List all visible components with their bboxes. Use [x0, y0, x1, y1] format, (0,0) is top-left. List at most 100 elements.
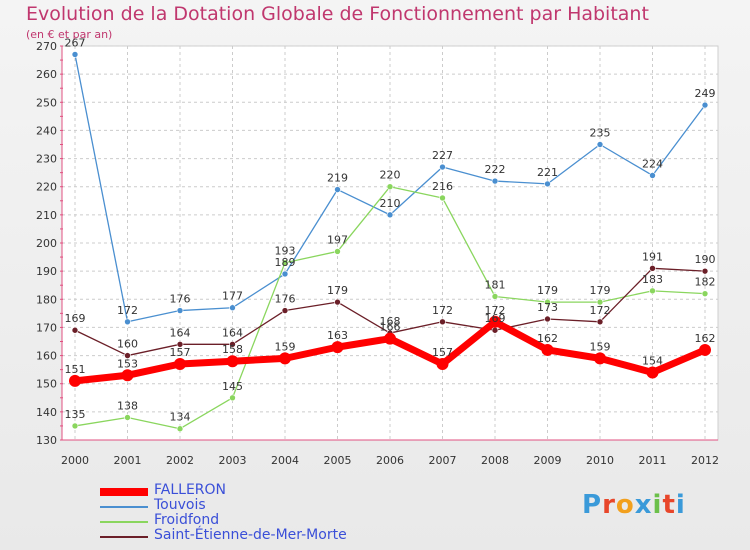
data-label: 145 — [222, 380, 243, 393]
data-label: 172 — [117, 304, 138, 317]
data-point — [439, 163, 446, 171]
legend-swatch — [100, 487, 148, 496]
data-point — [701, 267, 709, 275]
x-tick-label: 2004 — [271, 454, 299, 467]
data-label: 210 — [380, 197, 401, 210]
legend-label: Touvois — [154, 497, 206, 513]
data-point — [334, 248, 341, 255]
data-point — [124, 352, 131, 359]
data-label: 164 — [222, 326, 243, 339]
y-tick-label: 180 — [36, 293, 57, 306]
data-point — [281, 270, 289, 278]
data-point — [71, 422, 79, 430]
data-label: 153 — [117, 357, 138, 370]
data-label: 235 — [590, 127, 611, 140]
data-point — [541, 343, 554, 356]
chart-title: Evolution de la Dotation Globale de Fonc… — [26, 3, 649, 25]
data-point — [229, 304, 236, 312]
data-label: 172 — [432, 304, 453, 317]
data-label: 169 — [65, 312, 86, 325]
data-point — [491, 177, 499, 185]
data-label: 172 — [590, 304, 611, 317]
data-label: 173 — [537, 301, 558, 314]
data-point — [176, 307, 184, 314]
data-label: 190 — [695, 253, 716, 266]
data-label: 176 — [170, 293, 191, 306]
data-point — [699, 343, 711, 356]
data-point — [334, 186, 341, 193]
data-label: 224 — [642, 157, 663, 170]
data-label: 267 — [65, 36, 86, 49]
y-tick-label: 170 — [36, 321, 57, 334]
data-label: 177 — [222, 290, 243, 303]
data-point — [176, 425, 184, 433]
data-label: 169 — [485, 312, 506, 325]
data-label: 157 — [170, 346, 191, 359]
y-tick-label: 260 — [36, 68, 57, 81]
x-tick-label: 2005 — [324, 454, 352, 467]
data-point — [281, 307, 289, 314]
data-label: 216 — [432, 180, 453, 193]
data-point — [331, 341, 344, 354]
legend-label: Saint-Étienne-de-Mer-Morte — [154, 527, 347, 543]
data-label: 138 — [117, 399, 138, 412]
data-label: 158 — [222, 343, 243, 356]
data-label: 135 — [65, 408, 86, 421]
data-point — [596, 318, 604, 326]
data-point — [71, 51, 79, 58]
data-label: 172 — [485, 304, 506, 317]
data-point — [71, 326, 79, 334]
data-point — [649, 287, 656, 295]
chart-subtitle: (en € et par an) — [26, 28, 113, 41]
x-tick-label: 2000 — [61, 454, 89, 467]
data-point — [489, 315, 501, 328]
data-point — [646, 366, 659, 379]
data-label: 193 — [275, 245, 296, 258]
x-tick-label: 2008 — [481, 454, 509, 467]
legend-swatch — [100, 520, 148, 523]
data-point — [124, 318, 131, 326]
y-tick-label: 200 — [36, 237, 57, 250]
x-tick-label: 2012 — [691, 454, 719, 467]
data-label: 176 — [275, 293, 296, 306]
data-label: 166 — [380, 321, 401, 334]
x-tick-label: 2010 — [586, 454, 614, 467]
data-point — [701, 290, 709, 297]
data-label: 134 — [170, 411, 191, 424]
data-label: 179 — [590, 284, 611, 297]
data-point — [491, 293, 499, 300]
data-point — [124, 414, 131, 421]
data-point — [544, 315, 551, 323]
data-label: 220 — [380, 169, 401, 182]
data-label: 181 — [485, 278, 506, 291]
data-label: 151 — [65, 363, 86, 376]
data-label: 182 — [695, 276, 716, 289]
x-tick-label: 2003 — [219, 454, 247, 467]
data-label: 222 — [485, 163, 506, 176]
data-point — [439, 318, 446, 326]
y-tick-label: 150 — [36, 378, 57, 391]
legend-label: Froidfond — [154, 512, 220, 528]
y-tick-label: 240 — [36, 124, 57, 137]
data-label: 162 — [537, 332, 558, 345]
data-label: 154 — [642, 354, 663, 367]
y-tick-label: 230 — [36, 153, 57, 166]
data-label: 160 — [117, 338, 138, 351]
data-point — [281, 259, 289, 267]
y-tick-label: 270 — [36, 40, 57, 53]
data-point — [229, 394, 236, 402]
y-tick-label: 190 — [36, 265, 57, 278]
data-point — [544, 298, 551, 306]
data-label: 221 — [537, 166, 558, 179]
data-label: 197 — [327, 233, 348, 246]
data-point — [596, 141, 604, 148]
y-tick-label: 130 — [36, 434, 57, 447]
data-label: 179 — [327, 284, 348, 297]
data-point — [436, 358, 449, 371]
data-point — [544, 180, 551, 188]
y-tick-label: 210 — [36, 209, 57, 222]
x-tick-label: 2011 — [639, 454, 667, 467]
data-label: 179 — [537, 284, 558, 297]
data-point — [384, 332, 396, 345]
